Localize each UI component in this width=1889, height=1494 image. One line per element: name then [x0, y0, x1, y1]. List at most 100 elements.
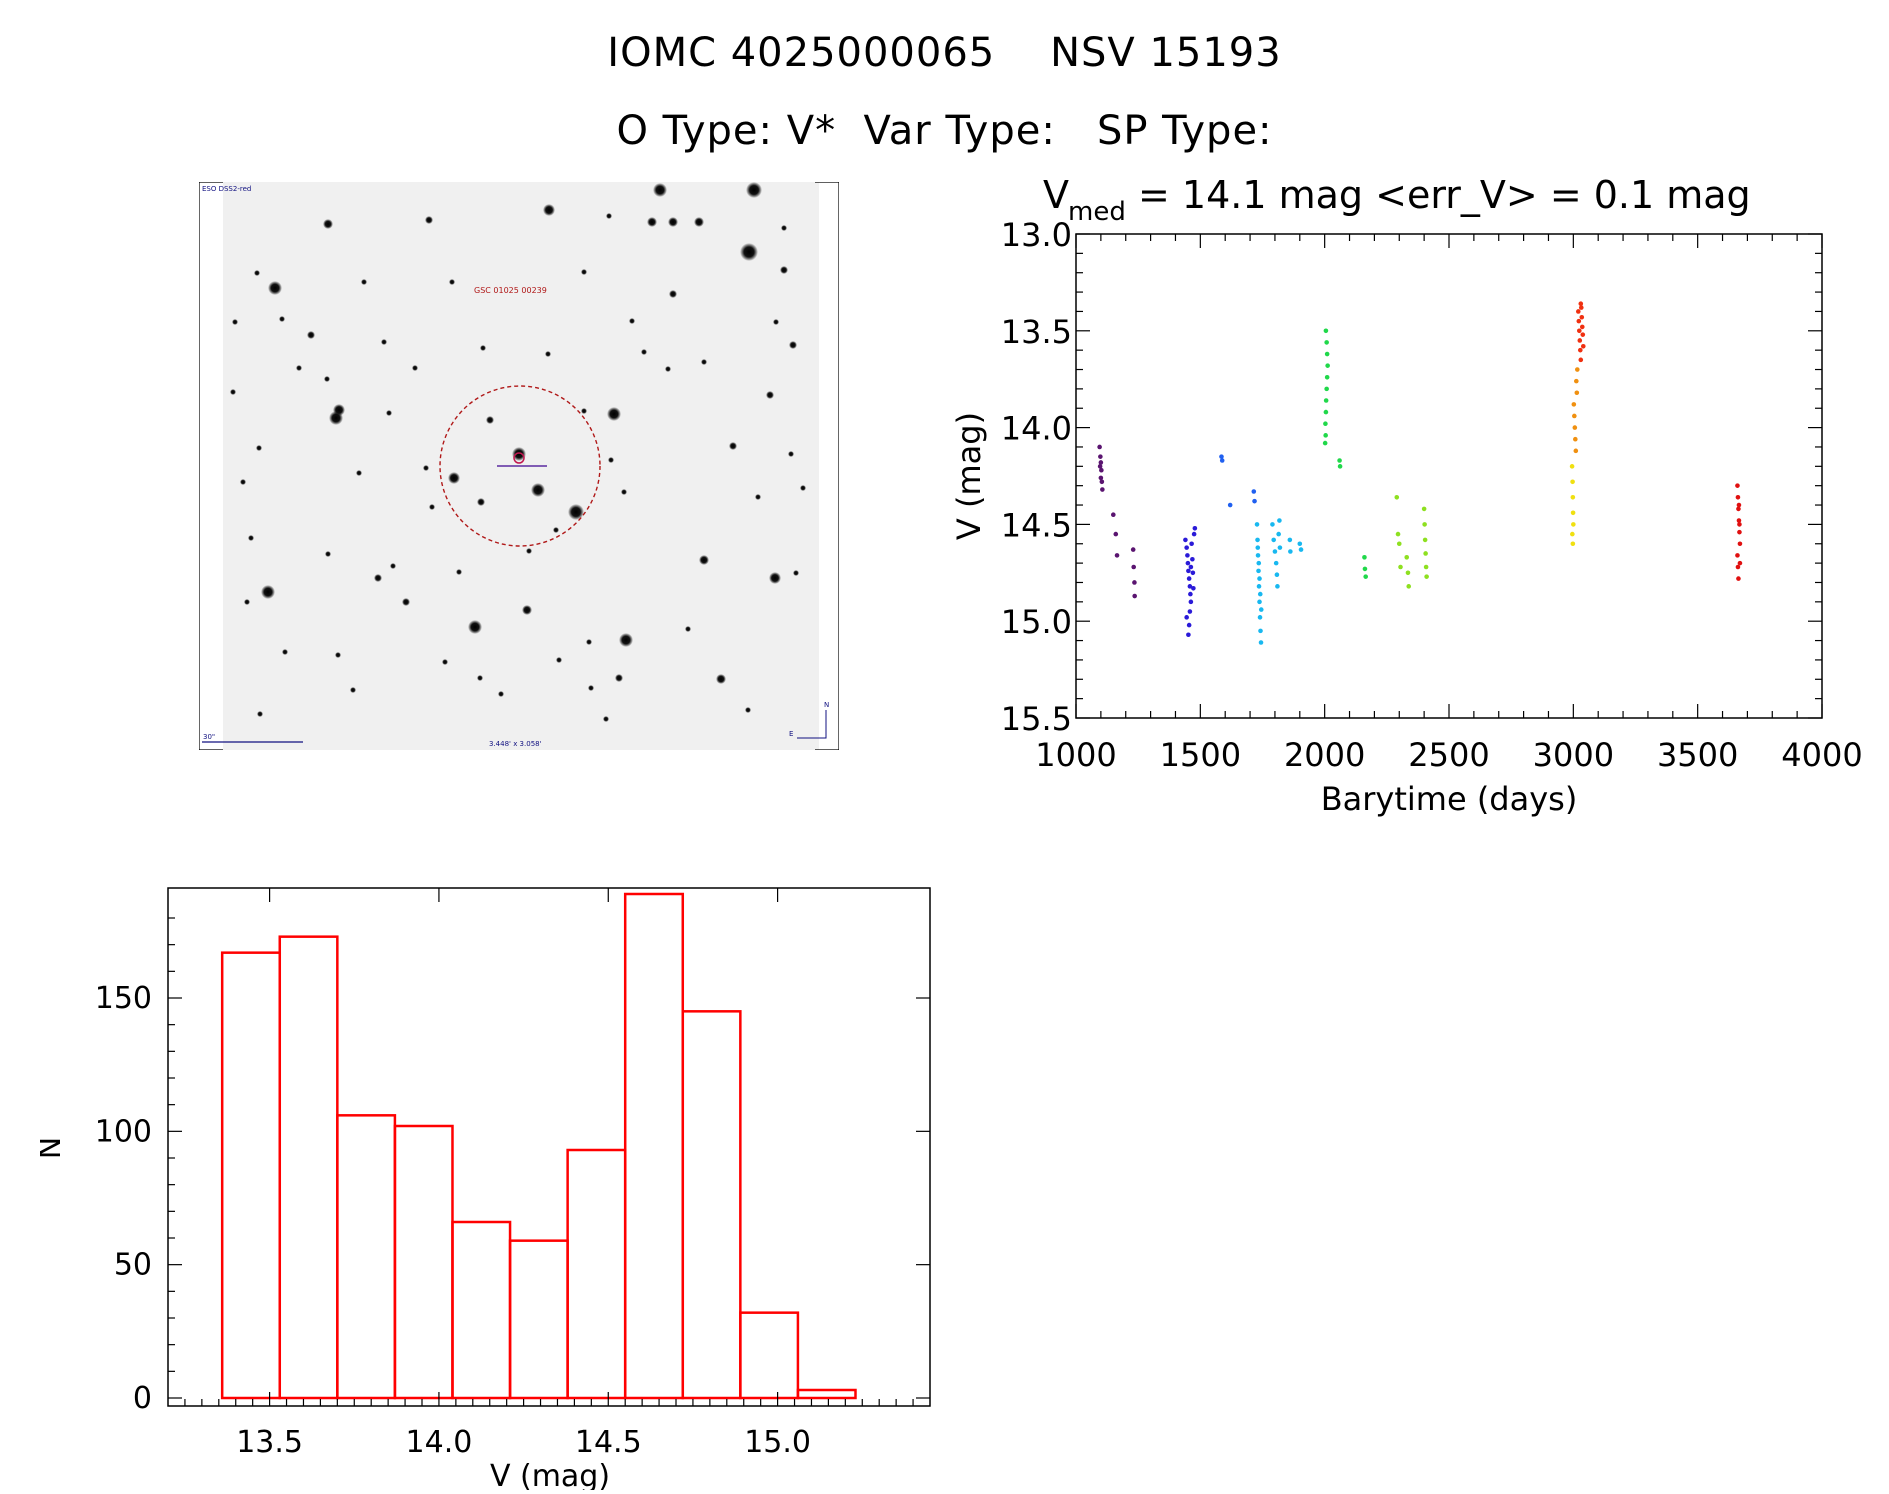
data-point: [1287, 537, 1293, 543]
compass-east-label: E: [789, 730, 793, 738]
data-point: [1100, 487, 1105, 492]
data-point: [1423, 551, 1428, 556]
axis-ticks: [1075, 233, 1823, 719]
data-point: [1735, 494, 1741, 500]
object-type-line: O Type: V* Var Type: SP Type:: [616, 108, 1273, 154]
data-point: [1735, 564, 1741, 570]
star-65: [248, 535, 254, 541]
star-18: [486, 416, 494, 424]
data-point: [1337, 464, 1343, 469]
star-52: [773, 319, 779, 325]
data-point: [1323, 433, 1328, 438]
star-8: [425, 216, 433, 224]
data-point: [1324, 340, 1329, 345]
data-point: [1324, 374, 1330, 380]
data-point: [1298, 547, 1304, 552]
data-point: [1297, 541, 1303, 547]
data-point: [1277, 545, 1283, 550]
star-71: [477, 675, 483, 681]
data-point: [1735, 483, 1740, 488]
data-point: [1189, 541, 1194, 547]
data-point: [1098, 475, 1104, 481]
data-point: [1737, 529, 1742, 535]
star-76: [257, 711, 263, 717]
data-point: [1257, 591, 1263, 597]
data-point: [1271, 537, 1276, 543]
data-point: [1405, 570, 1411, 576]
histogram-bar: [278, 935, 339, 1400]
hist-y-tick-label: 100: [95, 1114, 152, 1149]
data-point: [1188, 564, 1194, 570]
data-point: [1573, 436, 1578, 442]
star-74: [603, 716, 609, 722]
data-point: [1406, 584, 1412, 589]
star-17: [531, 483, 545, 497]
page-title: IOMC 4025000065 NSV 15193: [607, 30, 1282, 76]
star-84: [361, 279, 367, 285]
chart-title: = 14.1 mag <err_V> = 0.1 mag: [1138, 173, 1751, 217]
plot-frame: [1075, 233, 1823, 719]
data-point: [1576, 309, 1581, 314]
data-point: [1570, 531, 1575, 537]
star-50: [780, 266, 788, 274]
data-point: [1111, 512, 1116, 518]
y-tick-label: 13.0: [1001, 216, 1072, 254]
histogram-bar: [220, 951, 282, 1400]
y-tick-label: 15.5: [1001, 700, 1072, 738]
star-49: [456, 569, 462, 575]
y-tick-label: 14.0: [1001, 410, 1072, 448]
data-point: [1270, 522, 1275, 527]
data-point: [1578, 357, 1584, 363]
data-point: [1255, 545, 1261, 550]
data-point: [1185, 560, 1191, 566]
data-point: [1251, 489, 1257, 494]
histogram-bar: [796, 1388, 857, 1400]
data-point: [1337, 458, 1342, 463]
data-point: [1258, 640, 1264, 645]
star-37: [256, 445, 262, 451]
x-tick-label: 4000: [1781, 736, 1862, 774]
data-point: [1256, 568, 1261, 574]
data-point: [1113, 531, 1119, 537]
star-55: [800, 485, 806, 491]
star-72: [498, 691, 504, 697]
hist-x-tick-labels: 13.5 14.0 14.5 15.0: [236, 1425, 811, 1460]
star-5: [647, 217, 657, 227]
data-point: [1187, 584, 1193, 589]
x-tick-label: 3500: [1657, 736, 1738, 774]
star-39: [429, 504, 435, 510]
star-41: [374, 574, 382, 582]
data-point: [1423, 564, 1429, 570]
data-point: [1186, 568, 1191, 574]
star-59: [641, 349, 647, 355]
y-tick-label: 13.5: [1001, 313, 1072, 351]
star-2: [740, 243, 758, 261]
star-34: [381, 339, 387, 345]
star-87: [581, 269, 587, 275]
star-20: [261, 585, 275, 599]
data-point: [1570, 510, 1576, 516]
data-point: [1422, 522, 1427, 527]
data-point: [1323, 398, 1329, 403]
data-point: [1130, 547, 1136, 552]
star-45: [553, 527, 559, 533]
data-point: [1114, 553, 1120, 558]
data-point: [1577, 347, 1583, 353]
star-13: [607, 407, 621, 421]
star-60: [629, 318, 635, 324]
data-point: [1324, 351, 1330, 357]
star-35: [386, 410, 392, 416]
x-tick-label: 2500: [1408, 736, 1489, 774]
hist-x-axis-label: V (mag): [490, 1459, 610, 1490]
star-61: [581, 408, 587, 414]
data-point: [1252, 498, 1257, 504]
data-point: [1192, 525, 1198, 531]
histogram-bars: [220, 892, 857, 1400]
data-point: [1288, 549, 1293, 554]
data-point: [1570, 494, 1576, 500]
hist-x-tick-label: 14.0: [406, 1425, 473, 1460]
data-point: [1097, 464, 1103, 469]
star-32: [279, 316, 285, 322]
star-83: [449, 279, 455, 285]
star-75: [745, 707, 751, 713]
